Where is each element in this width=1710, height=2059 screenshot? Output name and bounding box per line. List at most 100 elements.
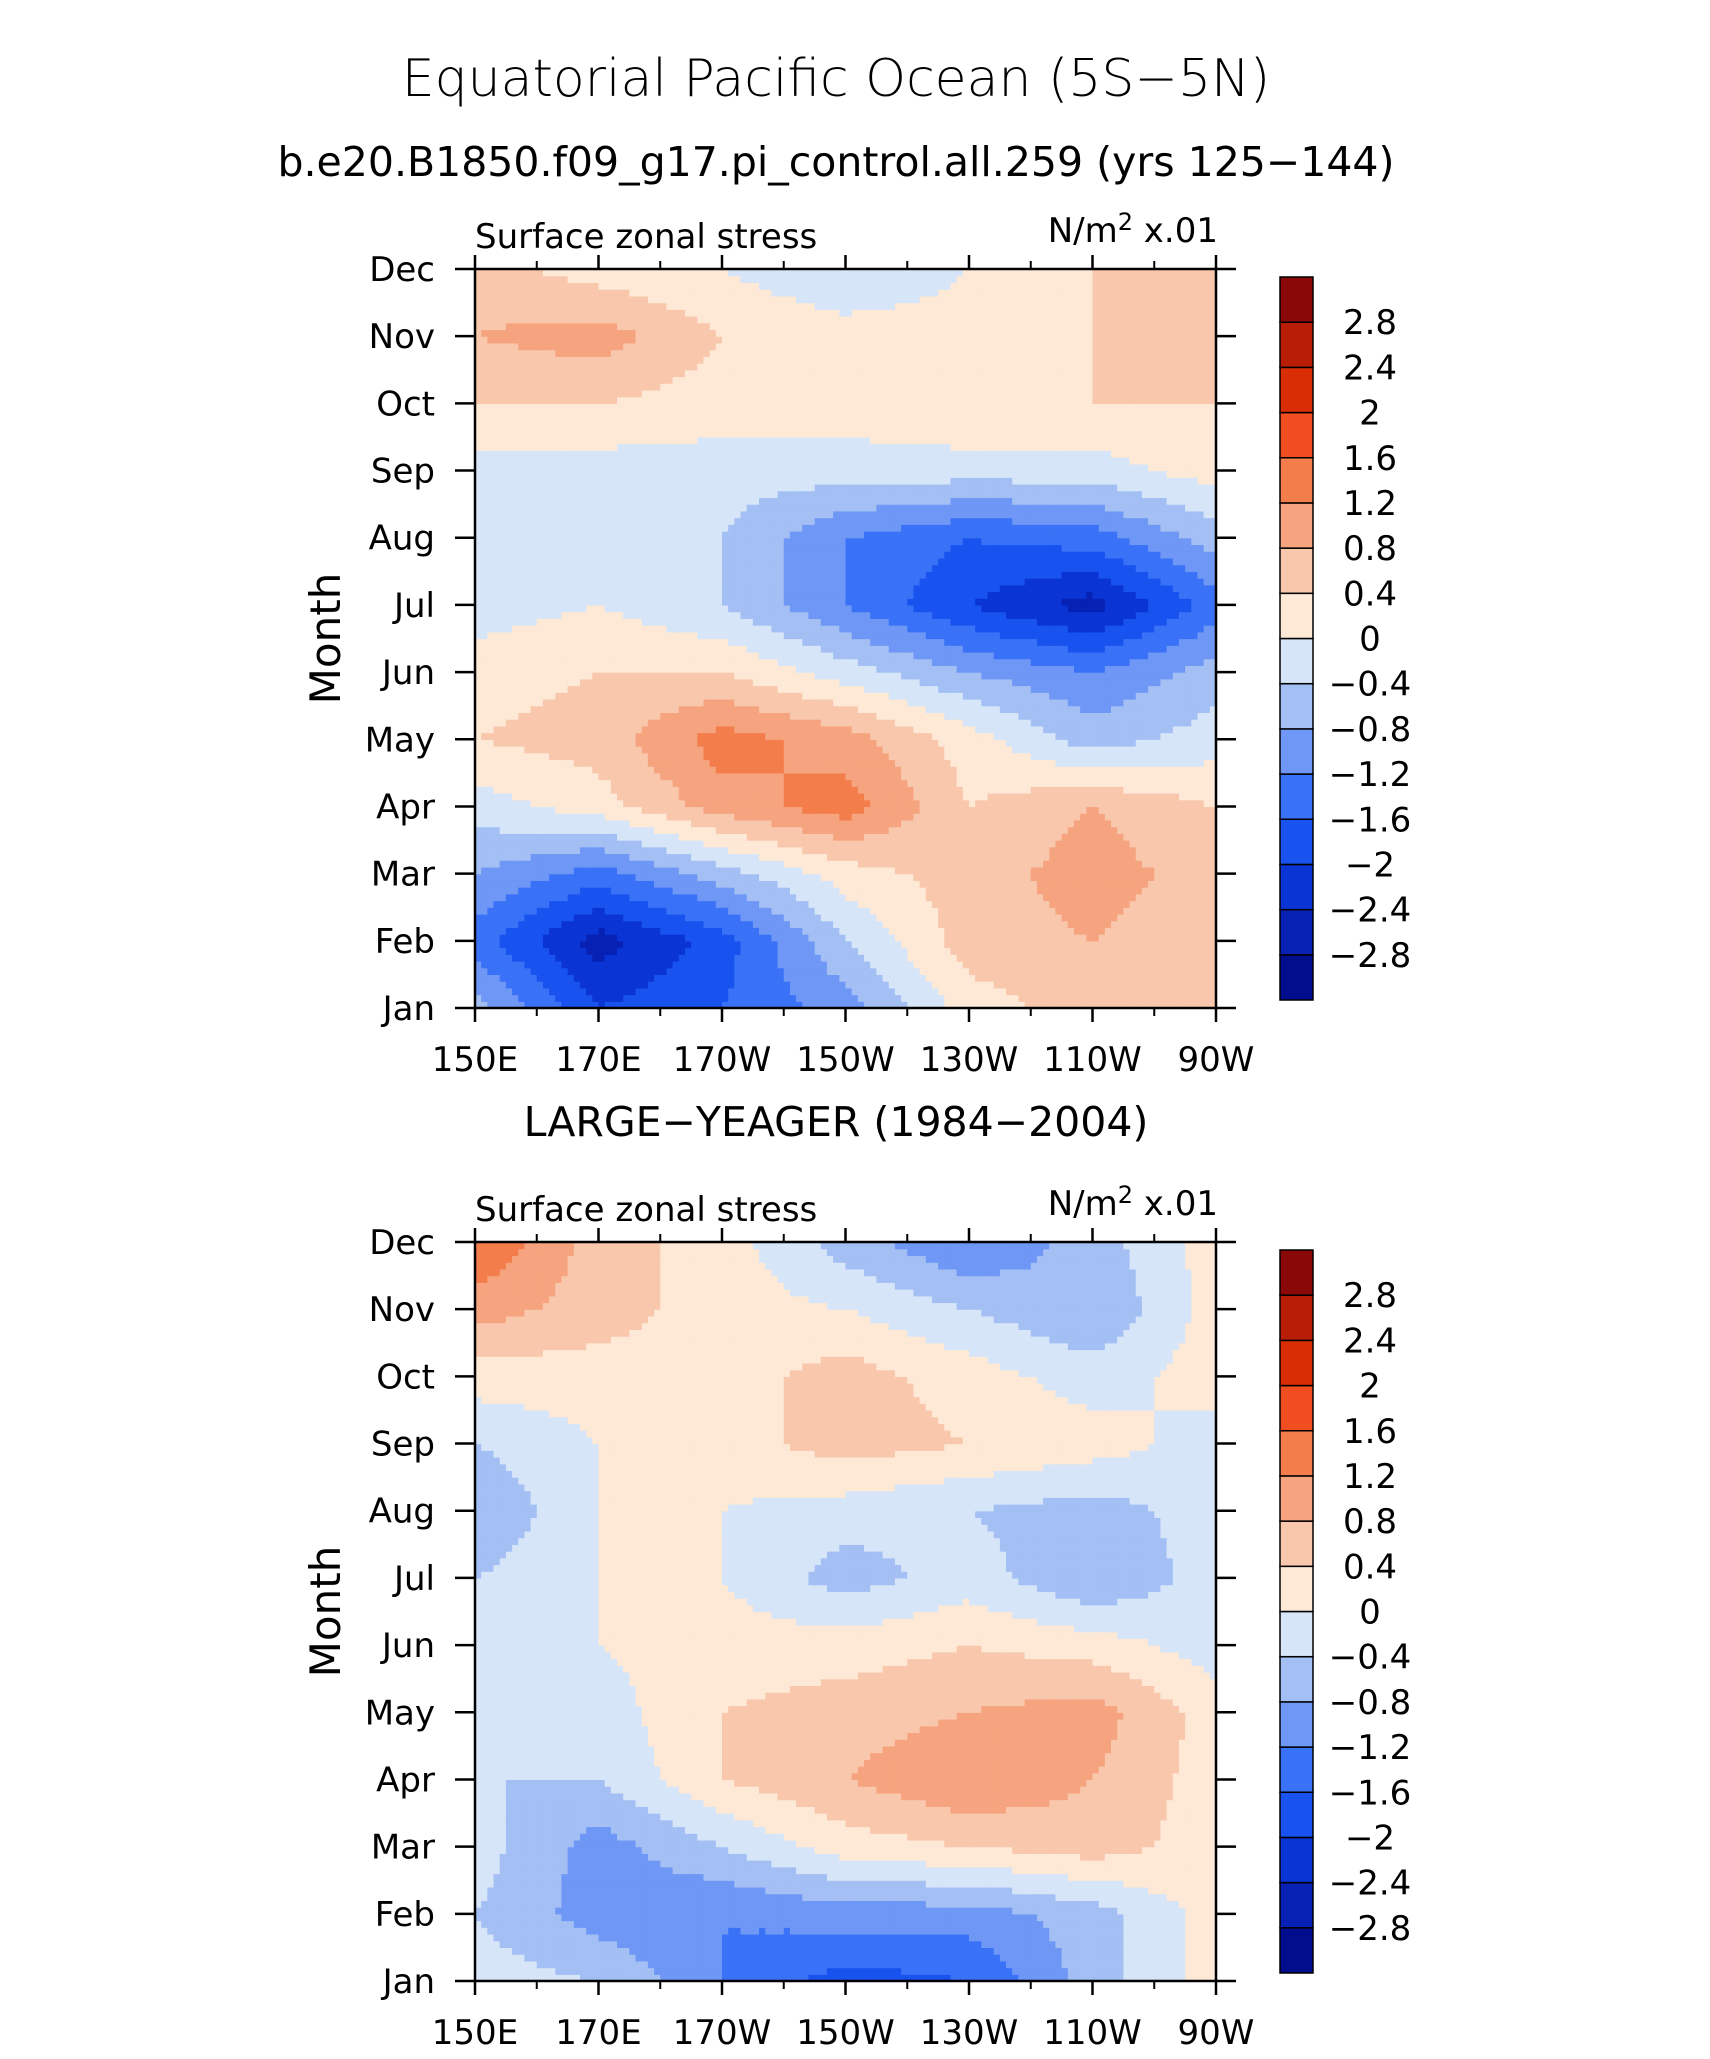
contour-cell — [839, 940, 847, 949]
contour-cell — [833, 893, 840, 902]
contour-cell — [740, 920, 748, 928]
contour-cell — [820, 873, 828, 881]
contour-cell — [505, 752, 513, 761]
contour-cell — [956, 940, 964, 949]
contour-cell — [987, 739, 995, 747]
contour-cell — [944, 927, 952, 935]
contour-cell — [913, 833, 921, 841]
contour-cell — [1104, 934, 1112, 942]
contour-cell — [654, 799, 661, 808]
contour-cell — [518, 833, 525, 841]
contour-cell — [697, 913, 705, 922]
contour-cell — [654, 732, 661, 740]
contour-cell — [734, 880, 742, 888]
contour-cell — [1024, 947, 1032, 955]
contour-cell — [536, 860, 544, 868]
contour-cell — [660, 826, 668, 834]
contour-cell — [919, 873, 927, 881]
contour-cell — [1123, 967, 1131, 976]
contour-cell — [579, 813, 587, 821]
contour-cell — [641, 766, 649, 774]
contour-cell — [1135, 900, 1143, 908]
contour-cell — [1073, 920, 1081, 928]
contour-cell — [493, 994, 501, 1002]
contour-cell — [1135, 786, 1143, 794]
contour-cell — [654, 1001, 661, 1009]
contour-cell — [1154, 732, 1162, 740]
contour-cell — [1209, 954, 1217, 962]
contour-cell — [1148, 947, 1155, 955]
contour-cell — [660, 745, 668, 754]
contour-cell — [826, 880, 834, 888]
contour-cell — [1123, 846, 1131, 855]
contour-cell — [796, 900, 803, 908]
contour-cell — [1086, 799, 1094, 808]
contour-cell — [617, 853, 624, 861]
contour-cell — [857, 987, 865, 996]
contour-cell — [579, 840, 587, 848]
contour-cell — [765, 900, 772, 908]
contour-cell — [993, 766, 1001, 774]
contour-cell — [678, 873, 686, 881]
contour-cell — [894, 866, 902, 875]
contour-cell — [894, 913, 902, 922]
contour-cell — [765, 960, 772, 969]
contour-cell — [894, 752, 902, 761]
contour-cell — [524, 853, 532, 861]
contour-cell — [1172, 826, 1180, 834]
contour-cell — [901, 766, 908, 774]
contour-cell — [499, 900, 507, 908]
contour-cell — [1197, 880, 1205, 888]
contour-cell — [851, 759, 859, 767]
contour-cell — [1061, 987, 1069, 996]
contour-cell — [1172, 967, 1180, 976]
contour-cell — [1006, 813, 1013, 821]
contour-cell — [684, 786, 692, 794]
contour-cell — [1166, 853, 1174, 861]
contour-cell — [1178, 873, 1186, 881]
contour-cell — [833, 779, 840, 787]
contour-cell — [647, 813, 655, 821]
contour-cell — [1024, 920, 1032, 928]
contour-cell — [629, 887, 637, 895]
contour-cell — [796, 793, 803, 801]
contour-cell — [1117, 833, 1124, 841]
contour-cell — [925, 913, 933, 922]
contour-cell — [1030, 994, 1038, 1002]
contour-cell — [808, 967, 816, 976]
contour-cell — [802, 954, 810, 962]
contour-cell — [1166, 913, 1174, 922]
contour-cell — [1129, 759, 1137, 767]
contour-cell — [1006, 927, 1013, 935]
contour-cell — [703, 819, 711, 828]
contour-cell — [765, 927, 772, 935]
contour-cell — [647, 793, 655, 801]
contour-cell — [857, 954, 865, 962]
contour-cell — [518, 826, 525, 834]
contour-cell — [635, 994, 643, 1002]
contour-cell — [759, 994, 766, 1002]
contour-cell — [740, 974, 748, 982]
contour-cell — [1098, 739, 1106, 747]
contour-cell — [975, 732, 982, 740]
contour-cell — [987, 786, 995, 794]
contour-cell — [734, 793, 742, 801]
contour-cell — [697, 887, 705, 895]
contour-cell — [635, 853, 643, 861]
contour-cell — [617, 819, 624, 828]
contour-cell — [542, 967, 550, 976]
contour-cell — [1092, 732, 1100, 740]
contour-cell — [907, 779, 915, 787]
contour-cell — [789, 833, 797, 841]
contour-cell — [536, 853, 544, 861]
contour-cell — [518, 880, 525, 888]
contour-cell — [1111, 967, 1118, 976]
contour-cell — [1160, 840, 1168, 848]
contour-cell — [1067, 759, 1075, 767]
contour-cell — [956, 833, 964, 841]
contour-cell — [709, 981, 717, 989]
contour-cell — [623, 954, 630, 962]
contour-cell — [617, 887, 624, 895]
contour-cell — [1024, 745, 1032, 754]
contour-cell — [561, 840, 569, 848]
